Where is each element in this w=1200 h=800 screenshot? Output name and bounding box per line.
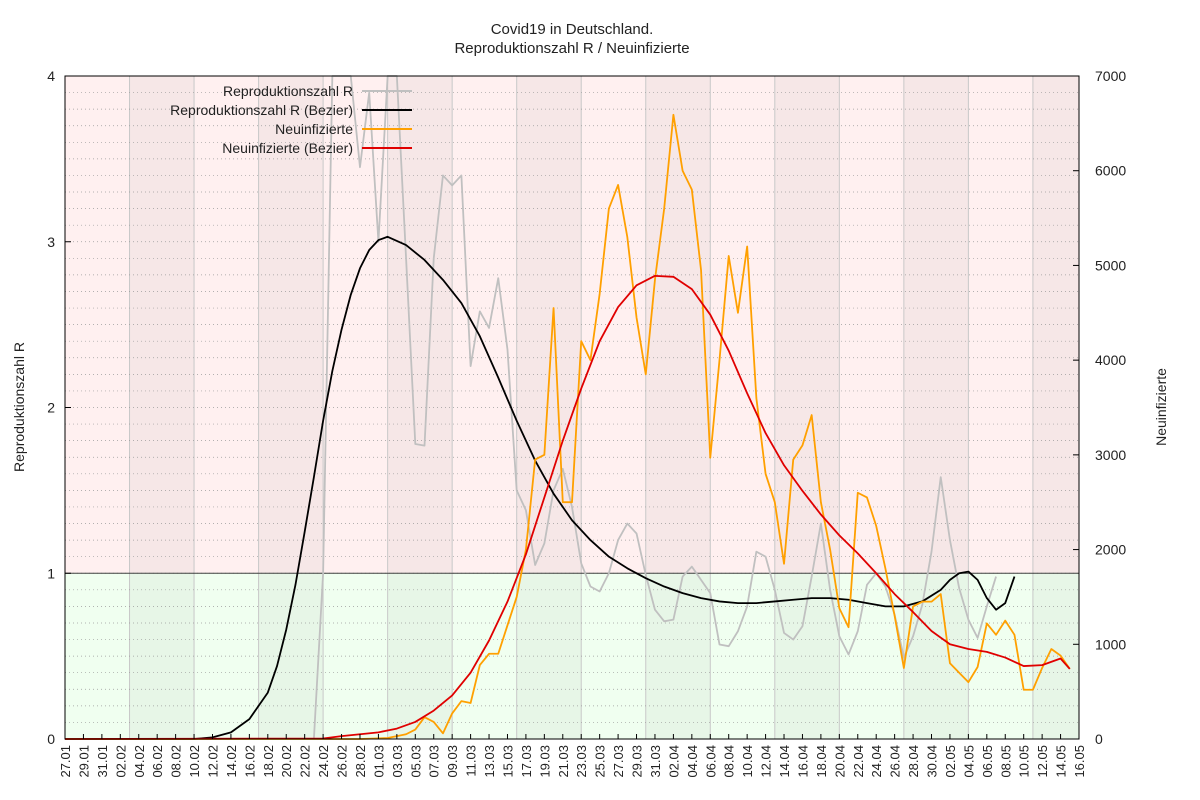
y2-tick-label: 1000 bbox=[1095, 636, 1126, 652]
x-tick-label: 29.01 bbox=[76, 745, 91, 778]
x-tick-label: 21.03 bbox=[556, 745, 571, 778]
x-tick-label: 24.04 bbox=[869, 745, 884, 778]
series-new-bezier bbox=[64, 274, 1071, 740]
x-tick-label: 04.05 bbox=[961, 745, 976, 778]
chart-title: Covid19 in Deutschland. bbox=[491, 21, 654, 38]
x-tick-label: 02.02 bbox=[113, 745, 128, 778]
y-axis-right-ticks: 0 1000 2000 3000 4000 5000 6000 7000 bbox=[1073, 68, 1126, 747]
x-tick-label: 08.04 bbox=[722, 745, 737, 778]
x-tick-label: 05.03 bbox=[408, 745, 423, 778]
x-tick-label: 27.03 bbox=[611, 745, 626, 778]
series-group bbox=[64, 75, 1071, 740]
y2-tick-label: 4000 bbox=[1095, 352, 1126, 368]
y-axis-right-label: Neuinfizierte bbox=[1153, 368, 1169, 446]
x-tick-label: 01.03 bbox=[371, 745, 386, 778]
x-tick-label: 10.04 bbox=[740, 745, 755, 778]
x-tick-label: 20.02 bbox=[279, 745, 294, 778]
y2-tick-label: 5000 bbox=[1095, 257, 1126, 273]
x-tick-label: 06.05 bbox=[980, 745, 995, 778]
x-tick-label: 22.04 bbox=[851, 745, 866, 778]
x-tick-label: 19.03 bbox=[537, 745, 552, 778]
x-tick-label: 12.04 bbox=[759, 745, 774, 778]
week-shade bbox=[517, 76, 582, 739]
x-tick-label: 31.03 bbox=[648, 745, 663, 778]
x-tick-label: 28.04 bbox=[906, 745, 921, 778]
x-tick-label: 02.05 bbox=[943, 745, 958, 778]
x-tick-label: 15.03 bbox=[500, 745, 515, 778]
x-tick-label: 16.05 bbox=[1072, 745, 1087, 778]
x-tick-label: 08.02 bbox=[169, 745, 184, 778]
y2-tick-label: 0 bbox=[1095, 731, 1103, 747]
x-tick-label: 26.04 bbox=[888, 745, 903, 778]
series-r-bezier bbox=[65, 235, 1016, 740]
x-tick-label: 12.05 bbox=[1035, 745, 1050, 778]
x-tick-label: 22.02 bbox=[298, 745, 313, 778]
x-tick-label: 06.02 bbox=[150, 745, 165, 778]
y2-tick-label: 6000 bbox=[1095, 163, 1126, 179]
legend-label: Reproduktionszahl R bbox=[223, 83, 353, 99]
legend-label: Neuinfizierte bbox=[275, 121, 353, 137]
y-tick-label: 4 bbox=[47, 68, 55, 84]
x-tick-label: 30.04 bbox=[925, 745, 940, 778]
x-tick-label: 14.02 bbox=[224, 745, 239, 778]
y-axis-left-label: Reproduktionszahl R bbox=[11, 342, 27, 472]
x-tick-label: 18.02 bbox=[261, 745, 276, 778]
x-tick-label: 26.02 bbox=[335, 745, 350, 778]
legend-label: Neuinfizierte (Bezier) bbox=[222, 140, 353, 156]
x-tick-label: 06.04 bbox=[703, 745, 718, 778]
x-tick-label: 28.02 bbox=[353, 745, 368, 778]
x-tick-label: 09.03 bbox=[445, 745, 460, 778]
y-tick-label: 3 bbox=[47, 234, 55, 250]
legend: Reproduktionszahl R Reproduktionszahl R (… bbox=[170, 83, 412, 156]
week-shade bbox=[646, 76, 711, 739]
x-tick-label: 04.02 bbox=[132, 745, 147, 778]
y-tick-label: 2 bbox=[47, 400, 55, 416]
x-tick-label: 14.04 bbox=[777, 745, 792, 778]
x-tick-label: 02.04 bbox=[666, 745, 681, 778]
x-tick-label: 27.01 bbox=[58, 745, 73, 778]
y-tick-label: 0 bbox=[47, 731, 55, 747]
horizontal-gridlines bbox=[65, 92, 1079, 723]
x-axis-ticks: 27.01 29.01 31.01 02.02 04.02 06.02 08.02 10.02… bbox=[58, 734, 1087, 778]
x-tick-label: 20.04 bbox=[832, 745, 847, 778]
y2-tick-label: 2000 bbox=[1095, 542, 1126, 558]
x-tick-label: 18.04 bbox=[814, 745, 829, 778]
x-tick-label: 23.03 bbox=[574, 745, 589, 778]
x-tick-label: 14.05 bbox=[1054, 745, 1069, 778]
x-tick-label: 07.03 bbox=[427, 745, 442, 778]
y-axis-left-ticks: 0 1 2 3 4 bbox=[47, 68, 71, 747]
x-tick-label: 24.02 bbox=[316, 745, 331, 778]
y2-tick-label: 7000 bbox=[1095, 68, 1126, 84]
chart-subtitle: Reproduktionszahl R / Neuinfizierte bbox=[454, 40, 689, 57]
x-tick-label: 11.03 bbox=[464, 745, 479, 777]
x-tick-label: 16.02 bbox=[242, 745, 257, 778]
x-tick-label: 04.04 bbox=[685, 745, 700, 778]
x-tick-label: 25.03 bbox=[593, 745, 608, 778]
x-tick-label: 31.01 bbox=[95, 745, 110, 778]
x-tick-label: 10.02 bbox=[187, 745, 202, 778]
x-tick-label: 13.03 bbox=[482, 745, 497, 778]
x-tick-label: 17.03 bbox=[519, 745, 534, 778]
x-tick-label: 16.04 bbox=[795, 745, 810, 778]
series-new-raw bbox=[65, 113, 1071, 740]
x-tick-label: 29.03 bbox=[630, 745, 645, 778]
y-tick-label: 1 bbox=[47, 565, 55, 581]
y2-tick-label: 3000 bbox=[1095, 447, 1126, 463]
series-r-raw bbox=[312, 75, 997, 740]
x-tick-label: 08.05 bbox=[998, 745, 1013, 778]
legend-label: Reproduktionszahl R (Bezier) bbox=[170, 102, 353, 118]
week-shade bbox=[1033, 76, 1079, 739]
x-tick-label: 10.05 bbox=[1017, 745, 1032, 778]
x-tick-label: 03.03 bbox=[390, 745, 405, 778]
x-tick-label: 12.02 bbox=[205, 745, 220, 778]
